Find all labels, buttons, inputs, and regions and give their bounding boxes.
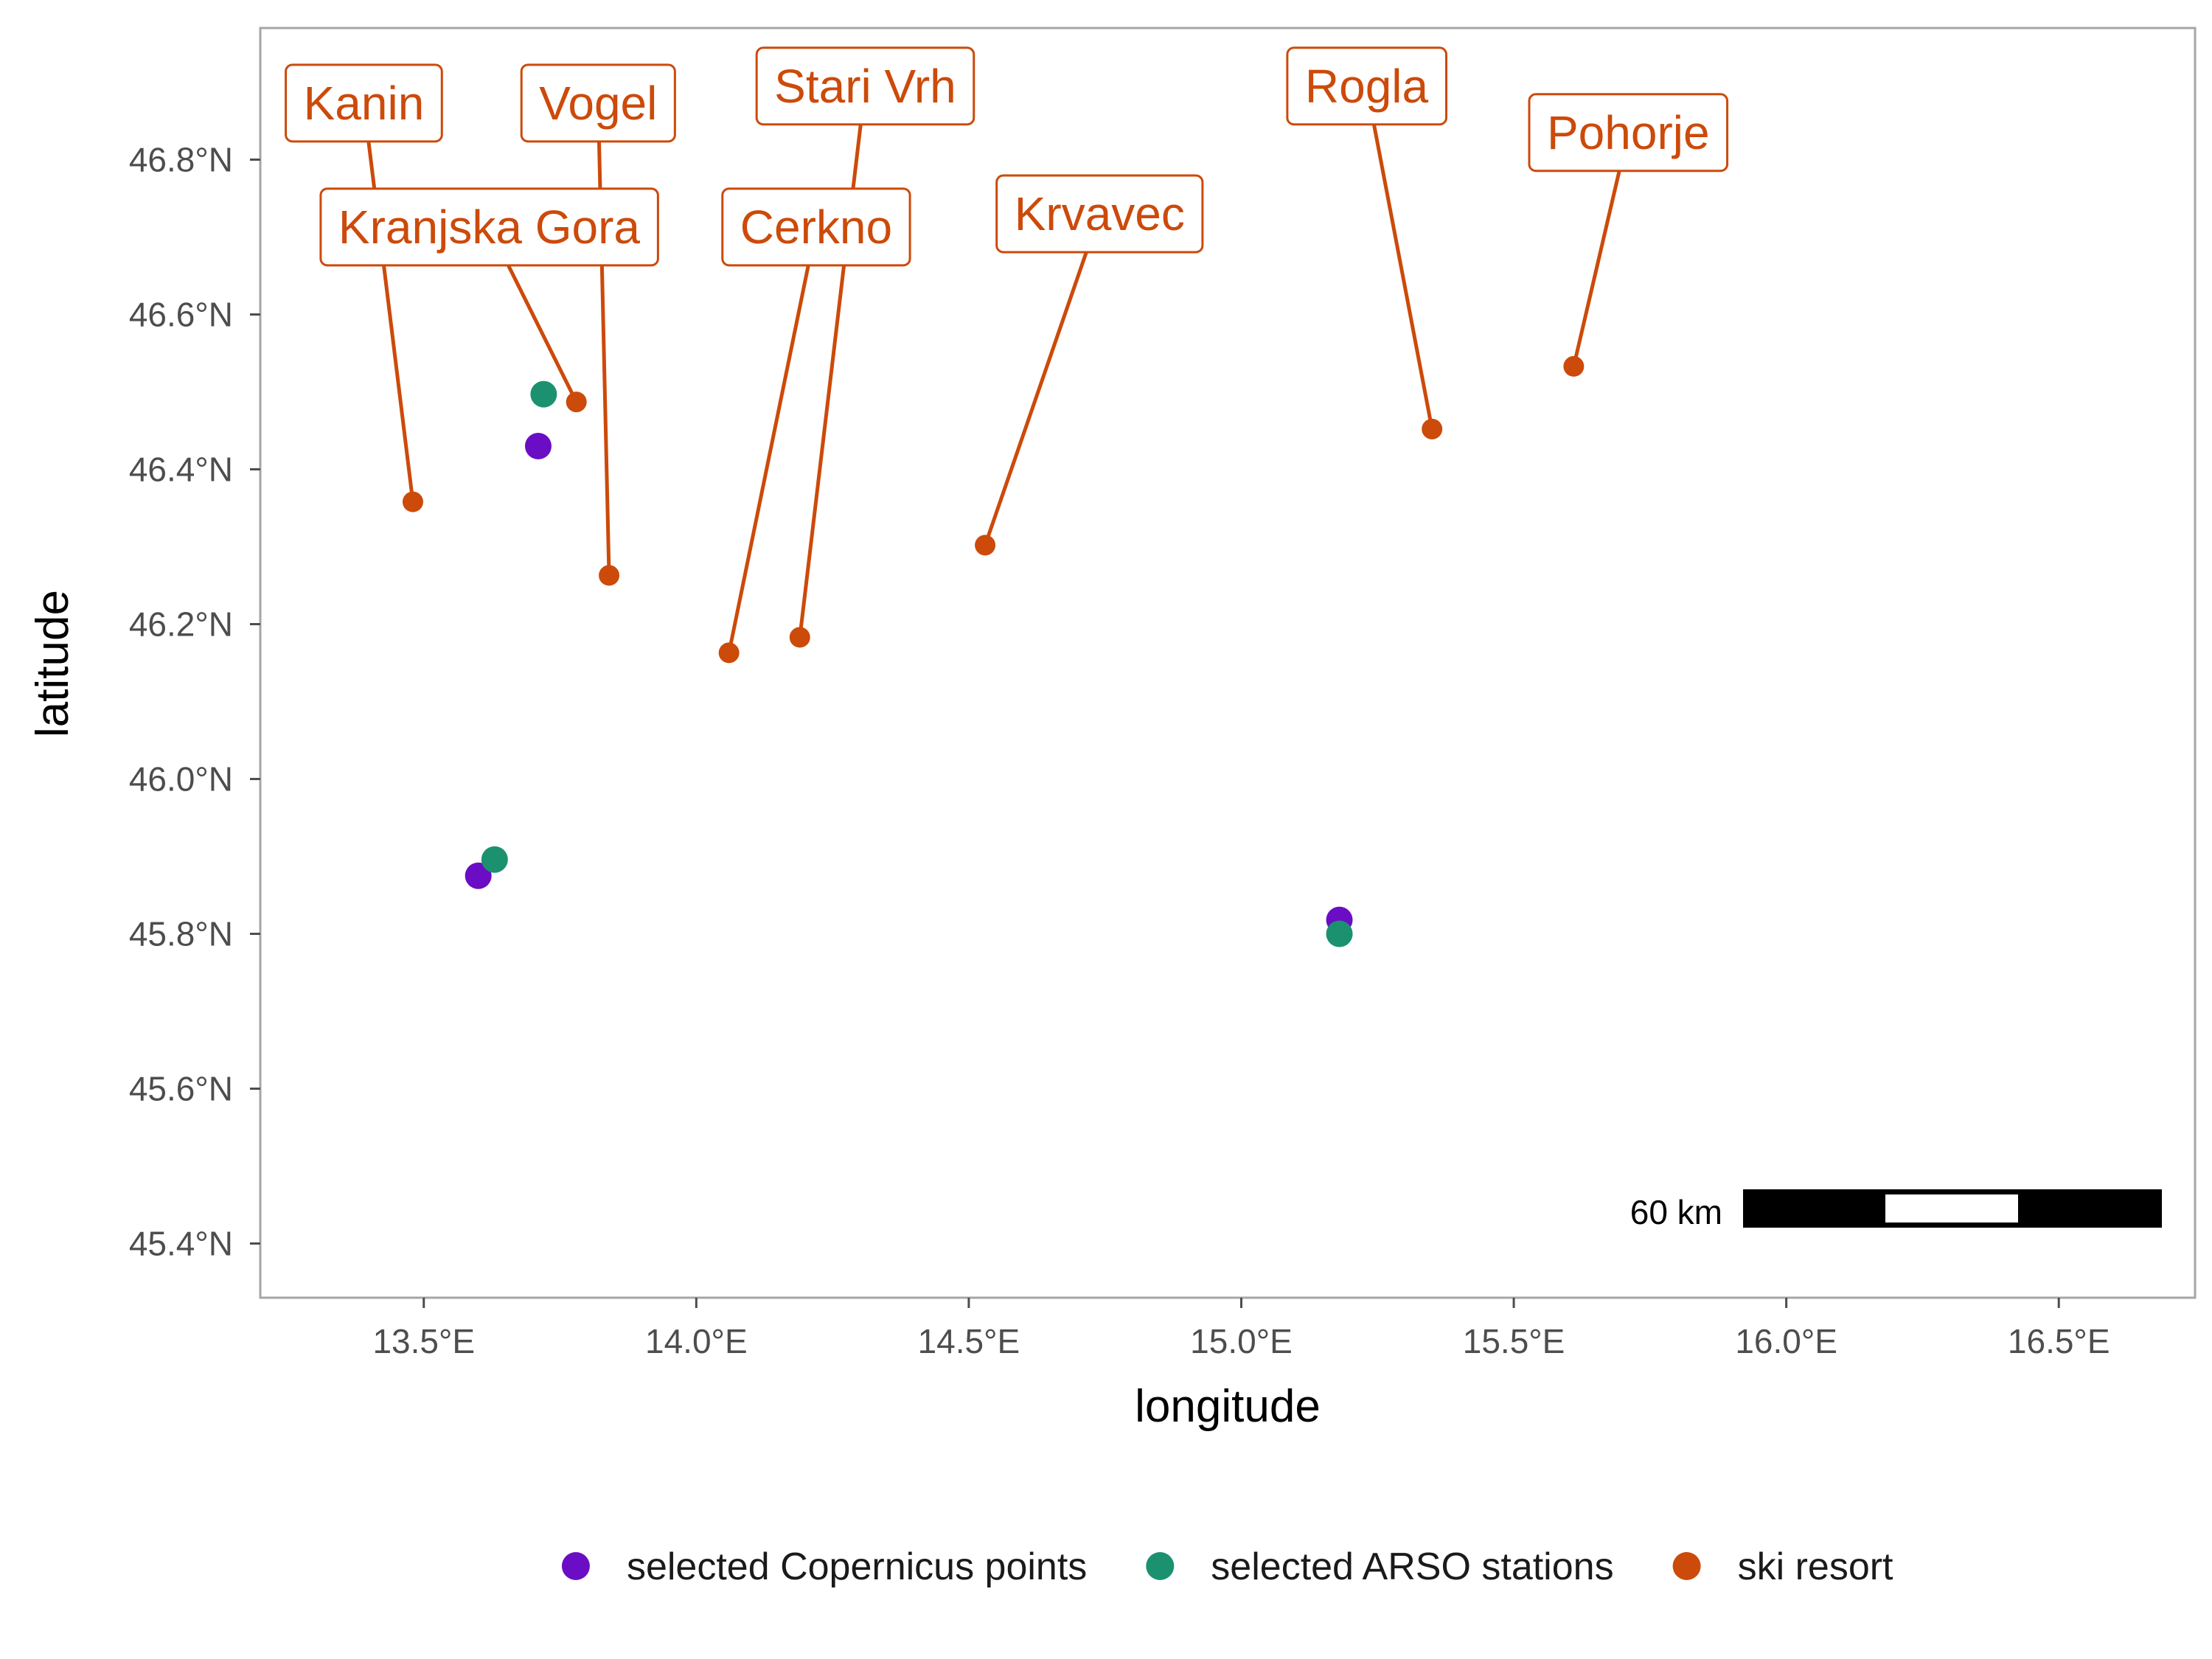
callout-label: Pohorje — [1547, 106, 1710, 159]
y-tick-label: 45.8°N — [129, 915, 233, 953]
x-tick-label: 14.0°E — [645, 1322, 748, 1360]
legend-key — [561, 1552, 590, 1580]
callout-box — [721, 187, 911, 267]
x-axis: 13.5°E 14.0°E 14.5°E 15.0°E 15.5°E 16.0°E 16.5… — [372, 1298, 2110, 1360]
callout-pohorje: Pohorje — [1528, 93, 1729, 173]
x-axis-title: longitude — [1135, 1381, 1321, 1432]
x-tick-label: 16.0°E — [1735, 1322, 1837, 1360]
callout-box — [1528, 93, 1729, 173]
legend-item: selected ARSO stations — [1146, 1545, 1614, 1588]
x-tick-label: 15.0°E — [1190, 1322, 1293, 1360]
callout-line-krvavec — [983, 213, 1102, 546]
selected-arso-stations-point — [1326, 920, 1353, 947]
legend-key — [1146, 1552, 1175, 1580]
ski-resort-point — [718, 642, 740, 664]
legend-item: ski resort — [1672, 1545, 1893, 1588]
callout-label: Kanin — [304, 77, 425, 130]
legend-item: selected Copernicus points — [561, 1545, 1087, 1588]
ski-resort-point — [1422, 418, 1443, 439]
callout-line-stari-vrh — [798, 86, 867, 638]
callout-kanin: Kanin — [285, 63, 443, 143]
callout-labels: Kanin Vogel Stari Vrh Rogla Pohorje Kranjska … — [285, 46, 1729, 267]
map-points — [402, 355, 1585, 947]
x-tick-label: 13.5°E — [372, 1322, 475, 1360]
callout-stari-vrh: Stari Vrh — [755, 46, 975, 126]
callout-label: Rogla — [1305, 60, 1429, 113]
callout-box — [285, 63, 443, 143]
selected-arso-stations-point — [530, 380, 557, 408]
y-tick-label: 45.6°N — [129, 1070, 233, 1108]
y-tick-label: 46.2°N — [129, 605, 233, 644]
ski-resort-point — [789, 627, 810, 648]
callout-label: Vogel — [539, 77, 657, 130]
callout-box — [1286, 46, 1448, 126]
ski-resort-point — [1563, 355, 1585, 377]
selected-copernicus-points-point — [524, 433, 552, 459]
y-tick-label: 46.8°N — [129, 141, 233, 179]
y-tick-label: 46.0°N — [129, 760, 233, 799]
ski-resort-point — [599, 565, 620, 586]
y-tick-label: 46.6°N — [129, 296, 233, 334]
callout-cerkno: Cerkno — [721, 187, 911, 267]
x-tick-label: 16.5°E — [2008, 1322, 2110, 1360]
x-tick-label: 15.5°E — [1463, 1322, 1565, 1360]
callout-label: Cerkno — [740, 201, 892, 254]
ski-resort-point — [402, 491, 423, 512]
callout-box — [995, 174, 1204, 254]
ski-resort-point — [566, 392, 587, 413]
selected-arso-stations-point — [481, 846, 508, 873]
x-tick-label: 14.5°E — [918, 1322, 1020, 1360]
callout-line-kanin — [361, 102, 415, 502]
callout-krvavec: Krvavec — [995, 174, 1204, 254]
callout-box — [755, 46, 975, 126]
callout-label: Krvavec — [1015, 187, 1185, 240]
y-axis-title: latitude — [27, 590, 78, 737]
scale-bar: 60 km — [1630, 1189, 2162, 1231]
callout-box — [520, 63, 676, 143]
callout-vogel: Vogel — [520, 63, 676, 143]
selected-copernicus-points-point — [465, 862, 492, 889]
legend: selected Copernicus points selected ARSO … — [561, 1545, 1893, 1588]
legend-key — [1672, 1552, 1701, 1580]
callout-kranjska-gora: Kranjska Gora — [319, 187, 659, 267]
callout-line-rogla — [1365, 86, 1434, 430]
y-tick-label: 46.4°N — [129, 451, 233, 489]
y-axis: 45.4°N 45.6°N 45.8°N 46.0°N 46.2°N 46.4°N 46.6… — [129, 141, 260, 1263]
ski-resort-point — [975, 535, 996, 556]
callout-line-cerkno — [727, 226, 818, 653]
callout-box — [319, 187, 659, 267]
legend-label: ski resort — [1738, 1545, 1893, 1588]
callout-line-vogel — [596, 102, 611, 576]
scale-bar-white-segment — [1885, 1194, 2018, 1222]
callout-label: Stari Vrh — [774, 60, 956, 113]
callout-label: Kranjska Gora — [338, 201, 640, 254]
scale-bar-label: 60 km — [1630, 1193, 1722, 1231]
legend-label: selected ARSO stations — [1211, 1545, 1613, 1588]
y-tick-label: 45.4°N — [129, 1225, 233, 1263]
callout-rogla: Rogla — [1286, 46, 1448, 126]
legend-label: selected Copernicus points — [627, 1545, 1087, 1588]
